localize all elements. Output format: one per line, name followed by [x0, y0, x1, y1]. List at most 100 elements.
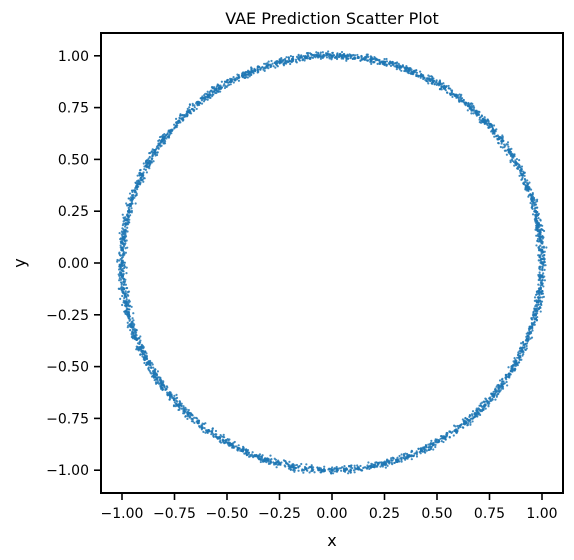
data-point: [269, 459, 272, 462]
data-point: [356, 465, 360, 469]
data-point: [189, 415, 192, 419]
data-point: [492, 390, 495, 393]
data-point: [542, 261, 545, 264]
data-point: [470, 109, 473, 112]
data-point: [513, 357, 516, 360]
data-point: [490, 124, 494, 127]
data-point: [174, 117, 178, 120]
data-point: [539, 299, 542, 302]
data-point: [427, 74, 430, 77]
data-point: [372, 61, 376, 64]
data-point: [216, 84, 219, 87]
data-point: [142, 174, 145, 178]
data-point: [121, 254, 124, 257]
data-point: [122, 252, 125, 255]
data-point: [415, 73, 418, 76]
data-point: [353, 464, 356, 467]
data-point: [520, 169, 523, 172]
data-point: [463, 422, 466, 426]
data-point: [469, 423, 472, 426]
data-point: [364, 56, 367, 59]
data-point: [399, 66, 403, 69]
data-point: [136, 188, 139, 191]
data-point: [542, 285, 545, 288]
data-point: [247, 73, 250, 76]
data-point: [195, 101, 198, 104]
data-point: [435, 83, 438, 86]
data-point: [484, 407, 487, 410]
data-point: [388, 60, 392, 63]
chart-title: VAE Prediction Scatter Plot: [225, 9, 439, 28]
data-point: [335, 57, 339, 61]
data-point: [226, 81, 229, 84]
data-point: [222, 433, 225, 437]
data-point: [535, 244, 538, 247]
data-point: [431, 79, 434, 83]
data-point: [117, 273, 120, 276]
data-point: [176, 400, 179, 403]
data-point: [193, 106, 196, 109]
data-point: [395, 61, 399, 64]
data-point: [532, 316, 535, 319]
data-point: [347, 470, 351, 473]
data-point: [119, 246, 122, 249]
data-point: [239, 449, 242, 452]
data-point: [155, 145, 159, 148]
x-tick-label: 0.00: [316, 506, 347, 522]
data-point: [491, 394, 494, 397]
data-point: [374, 463, 377, 466]
data-point: [500, 142, 503, 145]
data-point: [405, 70, 409, 73]
data-point: [246, 76, 249, 79]
data-point: [127, 206, 130, 210]
data-point: [479, 409, 482, 413]
data-point: [531, 329, 534, 332]
data-point: [316, 56, 320, 59]
data-point: [449, 93, 452, 96]
data-point: [391, 60, 394, 64]
data-point: [527, 194, 531, 197]
data-point: [341, 56, 345, 59]
data-point: [137, 179, 140, 183]
data-point: [383, 461, 386, 464]
data-point: [454, 425, 457, 428]
data-point: [537, 296, 540, 299]
data-point: [464, 101, 467, 104]
data-point: [491, 397, 494, 400]
data-point: [151, 363, 154, 366]
data-point: [299, 55, 302, 58]
data-point: [236, 446, 240, 450]
data-point: [328, 467, 331, 470]
data-point: [147, 165, 151, 168]
data-point: [289, 468, 292, 471]
data-point: [500, 382, 503, 385]
data-point: [306, 53, 309, 56]
data-point: [123, 302, 126, 305]
data-point: [166, 393, 169, 396]
data-point: [309, 466, 312, 469]
data-point: [402, 456, 405, 459]
data-point: [478, 121, 481, 124]
data-point: [431, 75, 434, 78]
data-point: [531, 213, 535, 216]
data-point: [369, 465, 372, 468]
data-point: [297, 465, 300, 469]
data-point: [340, 469, 343, 472]
data-point: [539, 306, 542, 309]
data-point: [534, 293, 538, 296]
data-point: [480, 119, 483, 122]
data-point: [516, 364, 519, 367]
data-point: [525, 335, 528, 339]
data-point: [508, 148, 512, 151]
data-point: [121, 290, 124, 294]
x-axis-label: x: [327, 531, 336, 550]
data-point: [289, 464, 292, 467]
data-point: [459, 423, 463, 427]
data-point: [118, 231, 121, 235]
data-point: [531, 191, 534, 195]
data-point: [123, 295, 126, 298]
data-point: [142, 171, 145, 174]
data-point: [539, 218, 542, 221]
data-point: [418, 450, 421, 454]
data-point: [310, 52, 313, 56]
